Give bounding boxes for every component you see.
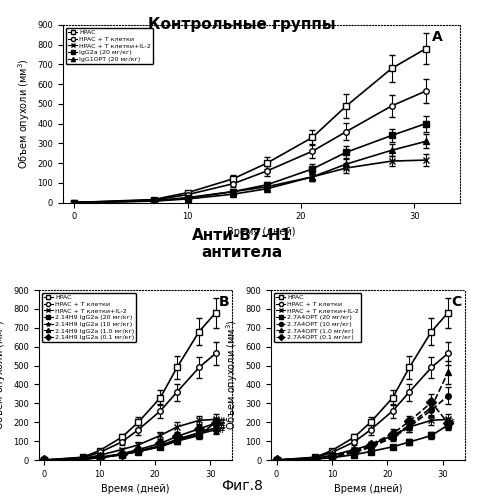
Legend: HPAC, HPAC + Т клетки, HPAC + Т клетки+IL-2, IgG2a (20 мг/кг), IgG1OPT (20 мг/кг: HPAC, HPAC + Т клетки, HPAC + Т клетки+I… — [66, 28, 153, 64]
Y-axis label: Объем опухоли (мм$^3$): Объем опухоли (мм$^3$) — [16, 58, 32, 169]
X-axis label: Время (дней): Время (дней) — [333, 484, 402, 494]
Text: C: C — [451, 295, 461, 309]
Legend: HPAC, HPAC + Т клетки, HPAC + Т клетки+IL-2, 2.7А4ОРТ (20 мг/кг), 2.7А4ОРТ (10 м: HPAC, HPAC + Т клетки, HPAC + Т клетки+I… — [274, 293, 361, 342]
Legend: HPAC, HPAC + Т клетки, HPAC + Т клетки+IL-2, 2.14Н9 IgG2a (20 мг/кг), 2.14Н9 IgG: HPAC, HPAC + Т клетки, HPAC + Т клетки+I… — [42, 293, 136, 342]
Text: B: B — [219, 295, 229, 309]
Text: #: # — [217, 418, 226, 428]
Y-axis label: Объем опухоли (мм$^3$): Объем опухоли (мм$^3$) — [224, 320, 240, 430]
Text: Анти-В7-Н1
антитела: Анти-В7-Н1 антитела — [192, 228, 292, 260]
Text: *: * — [450, 418, 454, 428]
Text: *: * — [450, 420, 454, 430]
Text: Контрольные группы: Контрольные группы — [148, 18, 336, 32]
X-axis label: Время (дней): Время (дней) — [101, 484, 170, 494]
X-axis label: Время (дней): Время (дней) — [227, 227, 296, 237]
Text: A: A — [432, 30, 443, 44]
Text: #: # — [217, 417, 226, 427]
Text: #: # — [217, 423, 226, 433]
Text: #: # — [217, 425, 226, 435]
Text: Фиг.8: Фиг.8 — [221, 478, 263, 492]
Y-axis label: Объем опухоли (мм$^3$): Объем опухоли (мм$^3$) — [0, 320, 8, 430]
